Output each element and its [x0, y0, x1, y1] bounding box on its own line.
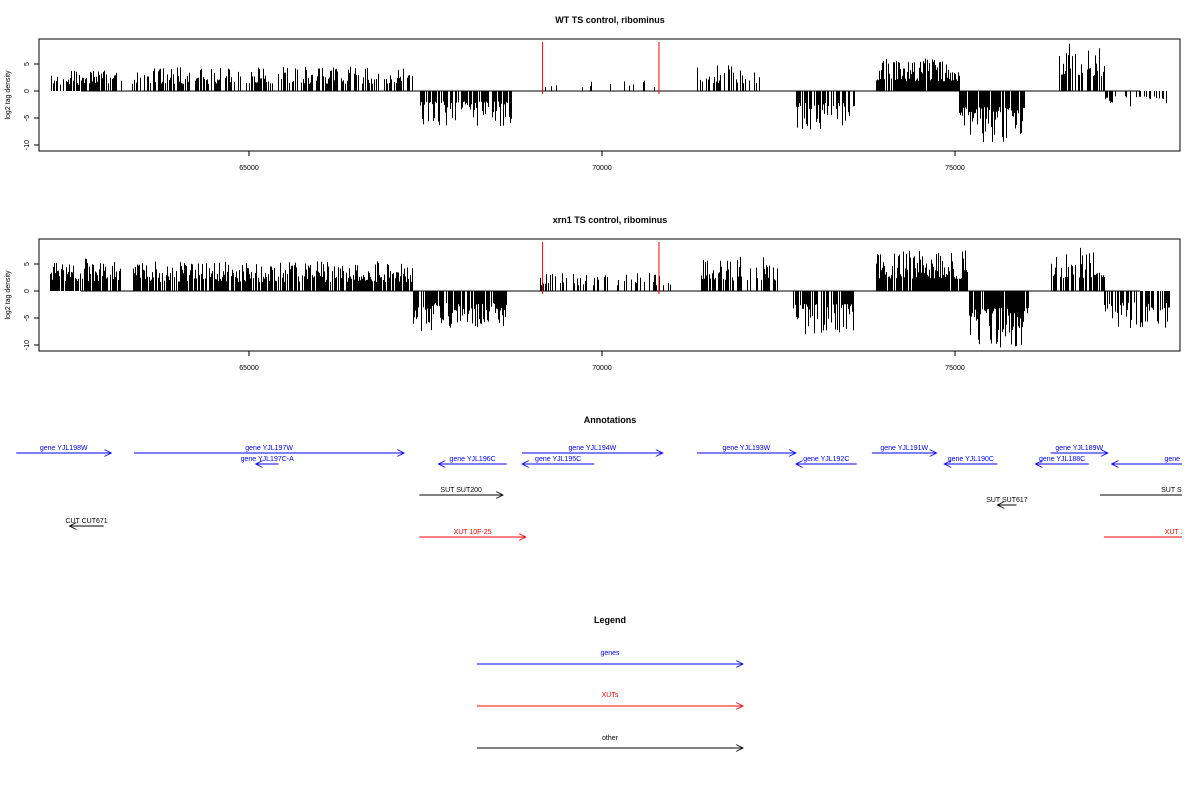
annotation-feature: gene YJL187C [1112, 456, 1200, 464]
annotations-title: Annotations [584, 415, 637, 425]
annotation-label: gene YJL190C [948, 456, 994, 463]
annotation-label: SUT SUT200 [440, 487, 482, 494]
annotation-label: gene YJL193W [723, 445, 771, 452]
annotation-feature: SUT SUT200 [419, 487, 503, 495]
annotation-label: SUT SUT617 [986, 497, 1028, 504]
xrn1-density-panel: xrn1 TS control, ribominus log2 tag dens… [5, 215, 1181, 372]
xrn1-y-tick-label: -5 [24, 315, 31, 321]
annotation-label: SUT SUT618 [1161, 487, 1200, 494]
annotation-feature: CUT CUT671 [65, 518, 108, 526]
annotation-features: gene YJL198W gene YJL197W gene YJL197C-A ge… [16, 445, 1200, 538]
wt-x-ticks: 65000 70000 75000 [239, 151, 965, 172]
legend-label-other: other [602, 735, 619, 742]
legend-item-genes: genes [477, 650, 743, 664]
xrn1-plot-frame [38, 238, 1181, 352]
legend-item-other: other [477, 735, 743, 748]
annotation-feature: gene YJL192C [796, 456, 857, 464]
annotation-label: gene YJL189W [1055, 445, 1103, 452]
wt-x-tick-label: 65000 [239, 165, 259, 172]
wt-markers [542, 42, 660, 94]
xrn1-x-tick-label: 75000 [945, 365, 965, 372]
wt-y-tick-label: -10 [24, 140, 31, 150]
annotation-label: gene YJL188C [1039, 456, 1085, 463]
xrn1-x-ticks: 65000 70000 75000 [239, 351, 965, 372]
annotation-label: gene YJL196C [449, 456, 495, 463]
annotation-feature: XUT 10F-26 [1103, 529, 1200, 538]
wt-y-ticks: -10 -5 0 5 [24, 62, 39, 150]
annotation-label: XUT 10F-25 [454, 529, 492, 536]
annotation-feature: gene YJL198W [16, 445, 111, 453]
annotation-label: gene YJL187C [1165, 456, 1200, 463]
annotation-feature: gene YJL194W [522, 445, 663, 453]
annotation-label: gene YJL197W [245, 445, 293, 452]
annotation-feature: gene YJL190C [944, 456, 998, 464]
wt-plot-frame [38, 38, 1181, 152]
annotation-label: CUT CUT671 [65, 518, 107, 525]
annotation-feature: XUT 10F-25 [419, 529, 525, 537]
annotation-feature: gene YJL196C [438, 456, 507, 464]
legend-label-genes: genes [600, 650, 620, 657]
wt-panel-title: WT TS control, ribominus [555, 15, 665, 25]
xrn1-panel-title: xrn1 TS control, ribominus [553, 215, 668, 225]
wt-density-bars [51, 43, 1167, 143]
legend-panel: Legend genes XUTs other [477, 615, 743, 748]
annotation-feature: gene YJL195C [522, 456, 595, 464]
annotation-label: gene YJL197C-A [241, 456, 295, 463]
wt-x-tick-label: 75000 [945, 165, 965, 172]
wt-y-tick-label: 5 [24, 62, 31, 66]
annotation-feature: gene YJL188C [1035, 456, 1089, 464]
legend-label-xuts: XUTs [602, 692, 619, 699]
wt-y-tick-label: -5 [24, 115, 31, 121]
annotation-label: XUT 10F-26 [1165, 529, 1200, 536]
annotation-feature: gene YJL191W [871, 445, 937, 453]
xrn1-density-bars [50, 247, 1170, 348]
xrn1-x-tick-label: 70000 [592, 365, 612, 372]
annotation-feature: gene YJL189W [1050, 445, 1108, 453]
legend-item-xuts: XUTs [477, 692, 743, 706]
annotation-label: gene YJL194W [569, 445, 617, 452]
xrn1-markers [542, 242, 660, 294]
wt-y-axis-label: log2 tag density [5, 70, 12, 120]
xrn1-y-ticks: -10 -5 0 5 [24, 262, 39, 350]
annotation-feature: gene YJL197C-A [241, 456, 295, 464]
annotation-label: gene YJL191W [880, 445, 928, 452]
wt-y-tick-label: 0 [24, 89, 31, 93]
xrn1-x-tick-label: 65000 [239, 365, 259, 372]
wt-density-panel: WT TS control, ribominus log2 tag densit… [5, 15, 1181, 172]
legend-title: Legend [594, 615, 626, 625]
wt-x-tick-label: 70000 [592, 165, 612, 172]
xrn1-y-tick-label: 0 [24, 289, 31, 293]
xrn1-y-tick-label: 5 [24, 262, 31, 266]
annotation-feature: gene YJL197W [134, 445, 404, 453]
annotation-label: gene YJL192C [803, 456, 849, 463]
annotations-panel: Annotations gene YJL198W gene YJL197Wgene… [16, 415, 1200, 538]
annotation-feature: gene YJL193W [696, 445, 796, 453]
annotation-feature: SUT SUT618 [1100, 487, 1200, 496]
xrn1-y-tick-label: -10 [24, 340, 31, 350]
xrn1-y-axis-label: log2 tag density [5, 270, 12, 320]
annotation-feature: SUT SUT617 [986, 497, 1028, 505]
annotation-label: gene YJL198W [40, 445, 88, 452]
annotation-label: gene YJL195C [535, 456, 581, 463]
